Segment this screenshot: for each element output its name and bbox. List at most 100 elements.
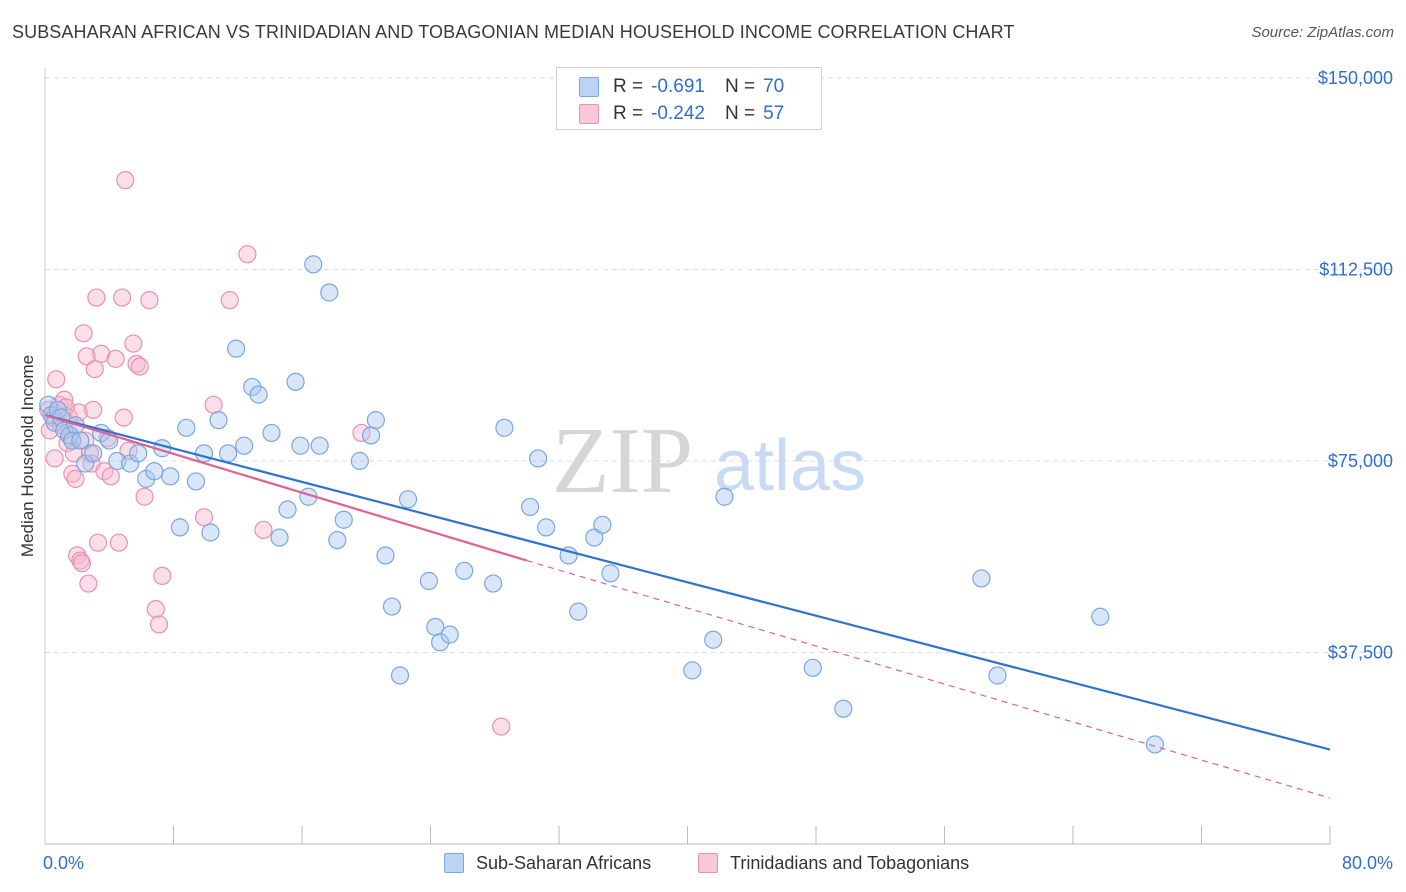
subsaharan-point bbox=[601, 564, 620, 583]
subsaharan-points bbox=[39, 255, 1165, 754]
watermark-zip: ZIP bbox=[552, 409, 693, 513]
axes bbox=[44, 68, 1331, 845]
subsaharan-point bbox=[194, 444, 214, 463]
subsaharan-point bbox=[310, 436, 329, 455]
subsaharan-point bbox=[320, 283, 339, 302]
subsaharan-point bbox=[715, 487, 734, 506]
trinidadian-point bbox=[220, 291, 239, 310]
subsaharan-point bbox=[170, 518, 190, 537]
subsaharan-point bbox=[398, 490, 418, 509]
subsaharan-point bbox=[569, 602, 588, 621]
subsaharan-point bbox=[71, 431, 90, 450]
subsaharan-point bbox=[495, 418, 514, 437]
y-tick-label: $112,500 bbox=[1319, 260, 1393, 280]
trinidadian-point bbox=[254, 520, 273, 540]
subsaharan-point bbox=[201, 523, 220, 542]
legend-row-subsaharan: R = -0.691 N = 70 bbox=[579, 74, 784, 100]
subsaharan-point bbox=[683, 661, 702, 680]
subsaharan-point bbox=[834, 699, 853, 718]
trinidadian-point bbox=[238, 245, 257, 264]
subsaharan-point bbox=[431, 633, 450, 652]
tick-labels: $37,500 $75,000 $112,500 $150,000 0.0% 80.0% bbox=[43, 68, 1393, 873]
legend-r-value: -0.242 bbox=[651, 103, 705, 124]
series-name: Sub-Saharan Africans bbox=[476, 852, 652, 873]
subsaharan-point bbox=[419, 571, 438, 591]
trinidadian-point bbox=[140, 291, 159, 310]
trinidadian-point bbox=[109, 533, 128, 552]
trinidadian-point bbox=[116, 171, 135, 190]
legend-r-label: R = bbox=[613, 76, 644, 97]
trinidadian-point bbox=[149, 615, 169, 634]
subsaharan-point bbox=[334, 510, 353, 529]
trinidadian-point bbox=[106, 349, 125, 368]
legend-r-value: -0.691 bbox=[651, 76, 705, 97]
subsaharan-point bbox=[209, 411, 228, 430]
subsaharan-point bbox=[366, 411, 385, 430]
subsaharan-point bbox=[227, 339, 246, 358]
correlation-legend: R = -0.691 N = 70 R = -0.242 N = 57 bbox=[556, 67, 822, 130]
trinidadian-point bbox=[130, 357, 149, 376]
blue-swatch bbox=[579, 77, 599, 97]
pink-swatch bbox=[698, 853, 718, 873]
subsaharan-point bbox=[59, 426, 79, 445]
subsaharan-point bbox=[235, 436, 254, 455]
trinidadian-point bbox=[127, 354, 146, 374]
trinidadian-point bbox=[72, 554, 92, 573]
trinidadian-point bbox=[55, 390, 74, 409]
trinidadian-point bbox=[74, 324, 93, 343]
x-tick-label: 0.0% bbox=[43, 853, 84, 873]
legend-n-label: N = bbox=[724, 76, 756, 97]
subsaharan-point bbox=[972, 569, 991, 588]
trinidadian-point bbox=[153, 566, 172, 586]
subsaharan-trend-line bbox=[44, 413, 1331, 751]
subsaharan-point bbox=[529, 449, 548, 468]
trinidadian-point bbox=[79, 574, 98, 593]
subsaharan-point bbox=[350, 451, 369, 471]
subsaharan-point bbox=[704, 630, 723, 649]
subsaharan-point bbox=[390, 666, 410, 685]
subsaharan-point bbox=[186, 472, 206, 491]
trinidadian-point bbox=[112, 288, 132, 307]
subsaharan-point bbox=[145, 462, 164, 481]
subsaharan-point bbox=[291, 436, 310, 455]
y-tick-label: $37,500 bbox=[1328, 643, 1393, 663]
subsaharan-point bbox=[84, 444, 103, 463]
grid-lines bbox=[45, 77, 1395, 653]
trinidadian-point bbox=[492, 717, 511, 736]
trinidadian-point bbox=[135, 487, 154, 506]
subsaharan-point bbox=[376, 546, 395, 565]
legend-n-value: 70 bbox=[763, 76, 785, 97]
trinidadian-point bbox=[88, 533, 108, 552]
legend-row-trinidadian: R = -0.242 N = 57 bbox=[579, 101, 784, 127]
subsaharan-point bbox=[361, 426, 381, 445]
subsaharan-point bbox=[262, 423, 281, 443]
chart-title: SUBSAHARAN AFRICAN VS TRINIDADIAN AND TO… bbox=[12, 22, 1015, 42]
trinidadian-point bbox=[84, 400, 103, 420]
bottom-legend-subsaharan: Sub-Saharan Africans bbox=[444, 851, 651, 875]
pink-swatch bbox=[579, 104, 599, 124]
trinidadian-point bbox=[194, 508, 214, 527]
subsaharan-point bbox=[278, 500, 297, 519]
trinidadian-point bbox=[66, 469, 85, 488]
trinidadian-point bbox=[124, 334, 143, 353]
subsaharan-point bbox=[1145, 735, 1165, 754]
x-tick-label: 80.0% bbox=[1342, 853, 1393, 873]
y-tick-label: $75,000 bbox=[1328, 451, 1393, 471]
trinidadian-point bbox=[87, 288, 106, 307]
watermark: ZIP atlas bbox=[552, 409, 866, 513]
trinidadian-point bbox=[63, 464, 82, 483]
subsaharan-point bbox=[440, 625, 459, 644]
subsaharan-point bbox=[39, 395, 58, 414]
trinidadian-trend-extension bbox=[526, 560, 1331, 799]
subsaharan-point bbox=[161, 467, 180, 486]
legend-r-label: R = bbox=[613, 103, 644, 124]
subsaharan-point bbox=[1091, 607, 1110, 626]
watermark-atlas: atlas bbox=[714, 426, 866, 506]
subsaharan-point bbox=[382, 597, 402, 616]
trinidadian-point bbox=[101, 467, 120, 486]
subsaharan-point bbox=[484, 574, 503, 593]
source-label: Source: ZipAtlas.com bbox=[1251, 24, 1394, 41]
subsaharan-point bbox=[328, 531, 347, 550]
trinidadian-point bbox=[85, 359, 104, 379]
